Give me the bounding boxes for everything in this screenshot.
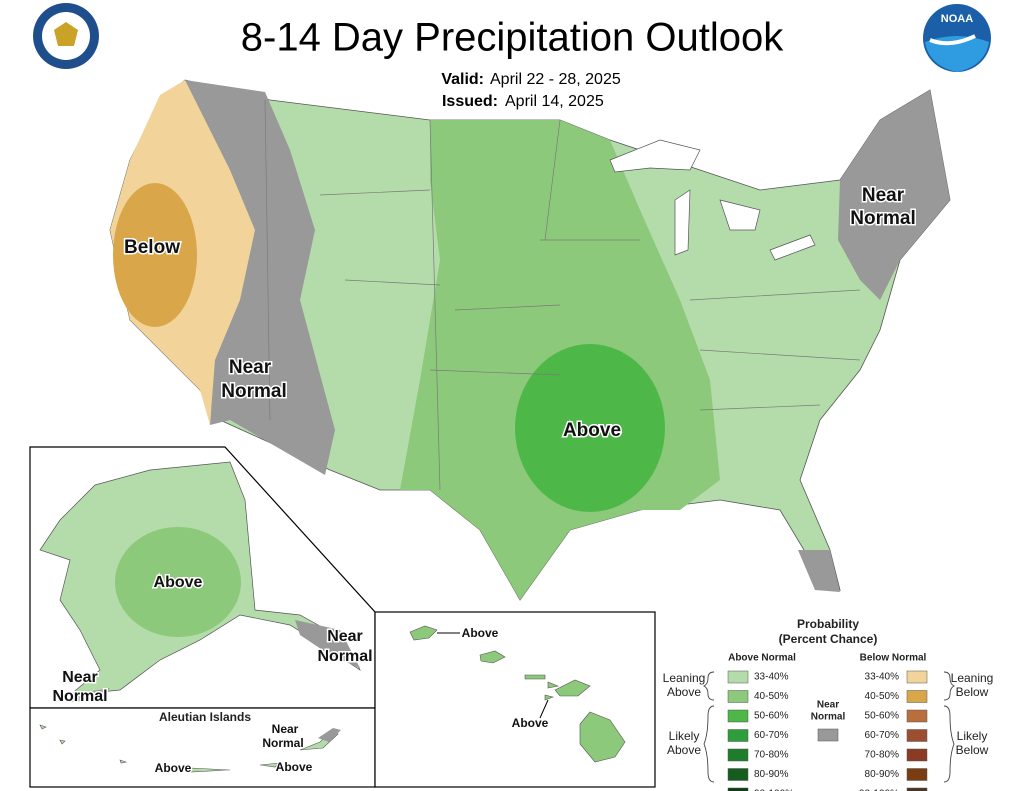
title: 8-14 Day Precipitation Outlook <box>241 16 785 60</box>
legend-item-label: 70-80% <box>865 750 900 761</box>
legend-item-label: 50-60% <box>754 711 789 722</box>
legend: Probability (Percent Chance) Above Norma… <box>663 617 994 791</box>
hawaii-inset: Above Above <box>374 611 656 788</box>
map-label: Normal <box>317 648 372 665</box>
near-normal-florida-region <box>798 550 840 592</box>
legend-item-label: 80-90% <box>754 769 789 780</box>
legend-swatch <box>727 768 749 781</box>
legend-swatch <box>906 768 928 781</box>
state-lines <box>264 99 861 491</box>
noaa-logo: NOAA <box>923 4 991 72</box>
legend-group-label: Likely <box>957 729 988 743</box>
legend-swatch <box>906 670 928 684</box>
issued-label: Issued: <box>442 93 498 110</box>
legend-item-label: 33-40% <box>754 672 789 683</box>
legend-heading: Below Normal <box>860 653 927 664</box>
map-label: Near <box>327 628 363 645</box>
legend-group-label: Above <box>667 743 701 757</box>
commerce-seal <box>33 3 99 69</box>
legend-item-label: 40-50% <box>754 691 789 702</box>
legend-item-label: 33-40% <box>865 672 900 683</box>
map-label: Near <box>272 722 299 736</box>
map-label: Above <box>154 574 203 591</box>
map-label: Normal <box>850 208 915 229</box>
legend-swatch <box>906 748 928 762</box>
map-label: Near <box>862 185 905 206</box>
legend-near-label: Normal <box>811 712 846 723</box>
map-label: Above <box>512 716 549 730</box>
legend-group-label: Below <box>956 685 989 699</box>
conus-map: Below Near Normal Near Normal Above <box>109 79 951 601</box>
legend-group-label: Leaning <box>951 671 994 685</box>
legend-swatch <box>727 787 749 791</box>
legend-item-label: 60-70% <box>865 730 900 741</box>
legend-swatch <box>727 670 749 684</box>
map-label: Below <box>124 237 180 258</box>
legend-swatch <box>727 748 749 762</box>
legend-swatch <box>727 690 749 703</box>
legend-item-label: 90-100% <box>859 789 899 791</box>
legend-braces <box>702 671 956 783</box>
legend-group-label: Below <box>956 743 989 757</box>
map-label: Above <box>462 626 499 640</box>
noaa-logo-text: NOAA <box>941 13 973 25</box>
aleutian-inset: Aleutian Islands Near Normal Above Above <box>29 707 376 788</box>
alaska-above-region <box>115 527 241 637</box>
map-label: Normal <box>221 381 286 402</box>
legend-swatch <box>906 787 928 791</box>
issued-date: April 14, 2025 <box>505 93 604 110</box>
near-normal-northeast-region <box>838 90 950 300</box>
legend-swatch <box>727 729 749 742</box>
legend-item-label: 90-100% <box>754 789 794 791</box>
hawaii-islands <box>409 625 626 763</box>
map-label: Near <box>229 357 272 378</box>
map-label: Above <box>276 760 313 774</box>
aleutian-islands <box>39 724 339 773</box>
valid-label: Valid: <box>441 71 484 88</box>
legend-item-label: 80-90% <box>865 769 900 780</box>
legend-swatch <box>906 690 928 703</box>
legend-heading: Above Normal <box>728 653 796 664</box>
legend-group-label: Likely <box>669 729 700 743</box>
map-label: Aleutian Islands <box>159 710 251 724</box>
legend-subtitle: (Percent Chance) <box>779 632 878 646</box>
legend-title: Probability <box>797 617 859 631</box>
valid-dates: April 22 - 28, 2025 <box>490 71 621 88</box>
alaska-inset: Above Near Normal Near Normal <box>29 446 376 709</box>
legend-item-label: 40-50% <box>865 691 900 702</box>
map-label: Normal <box>262 736 303 750</box>
legend-swatch <box>817 728 839 742</box>
below-region <box>113 183 197 327</box>
near-normal-west-region <box>185 80 335 475</box>
map-label: Above <box>563 420 621 441</box>
legend-group-label: Leaning <box>663 671 706 685</box>
map-label: Normal <box>52 688 107 705</box>
legend-swatch <box>906 729 928 742</box>
aleutian-near-normal <box>318 728 341 742</box>
above-region <box>515 344 665 512</box>
legend-group-label: Above <box>667 685 701 699</box>
legend-item-label: 60-70% <box>754 730 789 741</box>
legend-near-label: Near <box>817 700 839 711</box>
legend-item-label: 70-80% <box>754 750 789 761</box>
great-lakes <box>609 139 816 261</box>
legend-swatch <box>906 709 928 723</box>
legend-item-label: 50-60% <box>865 711 900 722</box>
alaska-near-normal-region <box>70 620 360 702</box>
map-label: Above <box>155 761 192 775</box>
map-label: Near <box>62 669 98 686</box>
legend-swatch <box>727 709 749 723</box>
